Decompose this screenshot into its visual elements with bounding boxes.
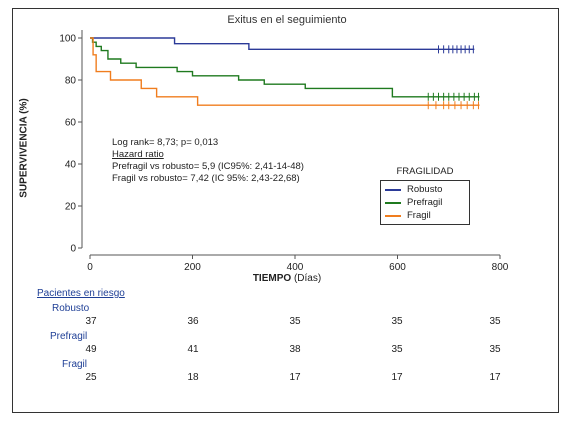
risk-value-robusto-t200: 36 — [187, 316, 199, 327]
risk-group-label-robusto: Robusto — [52, 303, 90, 314]
annotation-logrank: Log rank= 8,73; p= 0,013 — [112, 137, 219, 148]
legend: FRAGILIDAD Robusto Prefragil Fragil — [380, 166, 470, 225]
risk-value-fragil-t0: 25 — [85, 372, 97, 383]
risk-group-label-fragil: Fragil — [62, 359, 88, 370]
km-curve-prefragil — [90, 37, 480, 98]
annotation-fragil-hr: Fragil vs robusto= 7,42 (IC 95%: 2,43-22… — [112, 173, 300, 184]
x-tick-label-800: 800 — [492, 262, 509, 273]
legend-swatch-prefragil — [385, 201, 401, 204]
risk-value-prefragil-t400: 38 — [289, 344, 301, 355]
legend-label-robusto: Robusto — [407, 184, 443, 195]
annotation-hazard-title: Hazard ratio — [112, 149, 164, 160]
legend-item-fragil: Fragil — [385, 209, 465, 222]
risk-value-robusto-t400: 35 — [289, 316, 301, 327]
km-curve-fragil — [90, 37, 480, 106]
risk-table-title: Pacientes en riesgo — [37, 288, 125, 299]
x-axis-label: TIEMPO (Días) — [0, 273, 574, 284]
x-axis-label-unit: (Días) — [293, 273, 322, 284]
x-tick-label-0: 0 — [87, 262, 93, 273]
y-tick-label-20: 20 — [65, 202, 77, 213]
y-tick-label-60: 60 — [65, 118, 77, 129]
risk-value-robusto-t800: 35 — [489, 316, 501, 327]
y-axis-label: SUPERVIVENCIA (%) — [18, 98, 30, 198]
legend-box: Robusto Prefragil Fragil — [380, 180, 470, 225]
legend-item-robusto: Robusto — [385, 183, 465, 196]
risk-value-robusto-t600: 35 — [391, 316, 403, 327]
risk-group-label-prefragil: Prefragil — [50, 331, 88, 342]
risk-value-prefragil-t800: 35 — [489, 344, 501, 355]
legend-item-prefragil: Prefragil — [385, 196, 465, 209]
y-tick-label-0: 0 — [70, 244, 76, 255]
annotation-prefragil-hr: Prefragil vs robusto= 5,9 (IC95%: 2,41-1… — [112, 161, 304, 172]
y-tick-label-80: 80 — [65, 76, 77, 87]
risk-value-prefragil-t200: 41 — [187, 344, 199, 355]
legend-label-prefragil: Prefragil — [407, 197, 443, 208]
legend-label-fragil: Fragil — [407, 210, 431, 221]
y-tick-label-100: 100 — [59, 34, 76, 45]
x-tick-label-600: 600 — [389, 262, 406, 273]
x-tick-label-200: 200 — [184, 262, 201, 273]
x-tick-label-400: 400 — [287, 262, 304, 273]
risk-value-fragil-t200: 18 — [187, 372, 199, 383]
risk-value-robusto-t0: 37 — [85, 316, 97, 327]
chart-title: Exitus en el seguimiento — [227, 14, 347, 26]
risk-value-prefragil-t600: 35 — [391, 344, 403, 355]
figure-frame — [12, 8, 559, 413]
legend-swatch-fragil — [385, 214, 401, 217]
risk-value-fragil-t800: 17 — [489, 372, 501, 383]
risk-value-prefragil-t0: 49 — [85, 344, 97, 355]
y-tick-label-40: 40 — [65, 160, 77, 171]
km-curve-robusto — [90, 37, 475, 51]
risk-value-fragil-t400: 17 — [289, 372, 301, 383]
x-axis-label-main: TIEMPO — [252, 273, 292, 284]
risk-value-fragil-t600: 17 — [391, 372, 403, 383]
legend-title: FRAGILIDAD — [396, 166, 454, 177]
legend-swatch-robusto — [385, 188, 401, 191]
